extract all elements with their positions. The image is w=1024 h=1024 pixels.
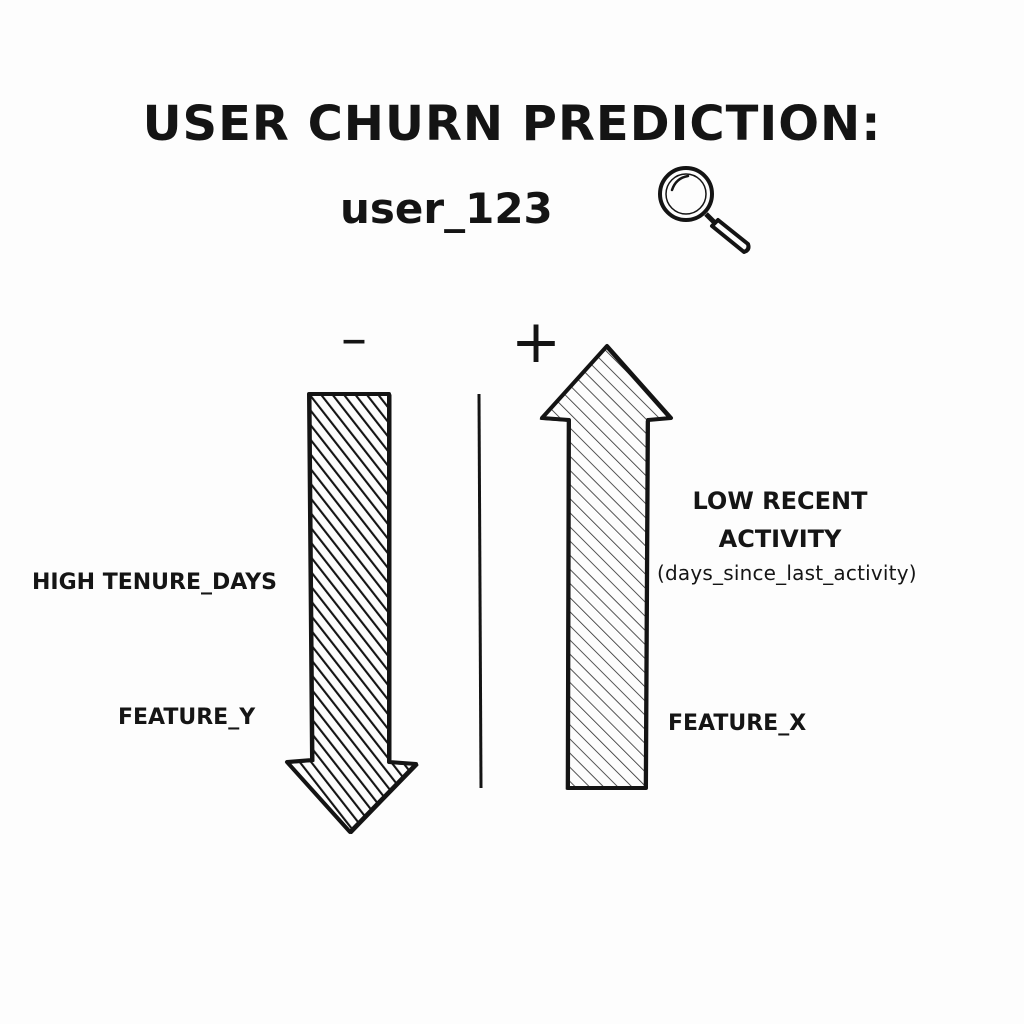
feature-label-low-recent-line1: LOW RECENT xyxy=(692,487,868,515)
feature-label-high-tenure-days: HIGH TENURE_DAYS xyxy=(32,570,277,595)
page-title: USER CHURN PREDICTION: xyxy=(142,96,882,152)
up-arrow xyxy=(539,344,673,790)
feature-label-feature-y: FEATURE_Y xyxy=(118,705,256,730)
center-divider xyxy=(477,393,483,789)
positive-sign: + xyxy=(511,307,561,377)
magnifying-glass-icon xyxy=(658,166,751,254)
feature-label-days-since-last-activity: (days_since_last_activity) xyxy=(657,561,917,585)
negative-sign: – xyxy=(341,309,367,369)
down-arrow xyxy=(285,392,419,834)
user-id-title: user_123 xyxy=(340,184,553,233)
feature-label-feature-x: FEATURE_X xyxy=(668,711,807,736)
feature-label-low-recent-activity: LOW RECENT ACTIVITY xyxy=(640,482,920,558)
feature-label-low-recent-line2: ACTIVITY xyxy=(718,525,842,553)
